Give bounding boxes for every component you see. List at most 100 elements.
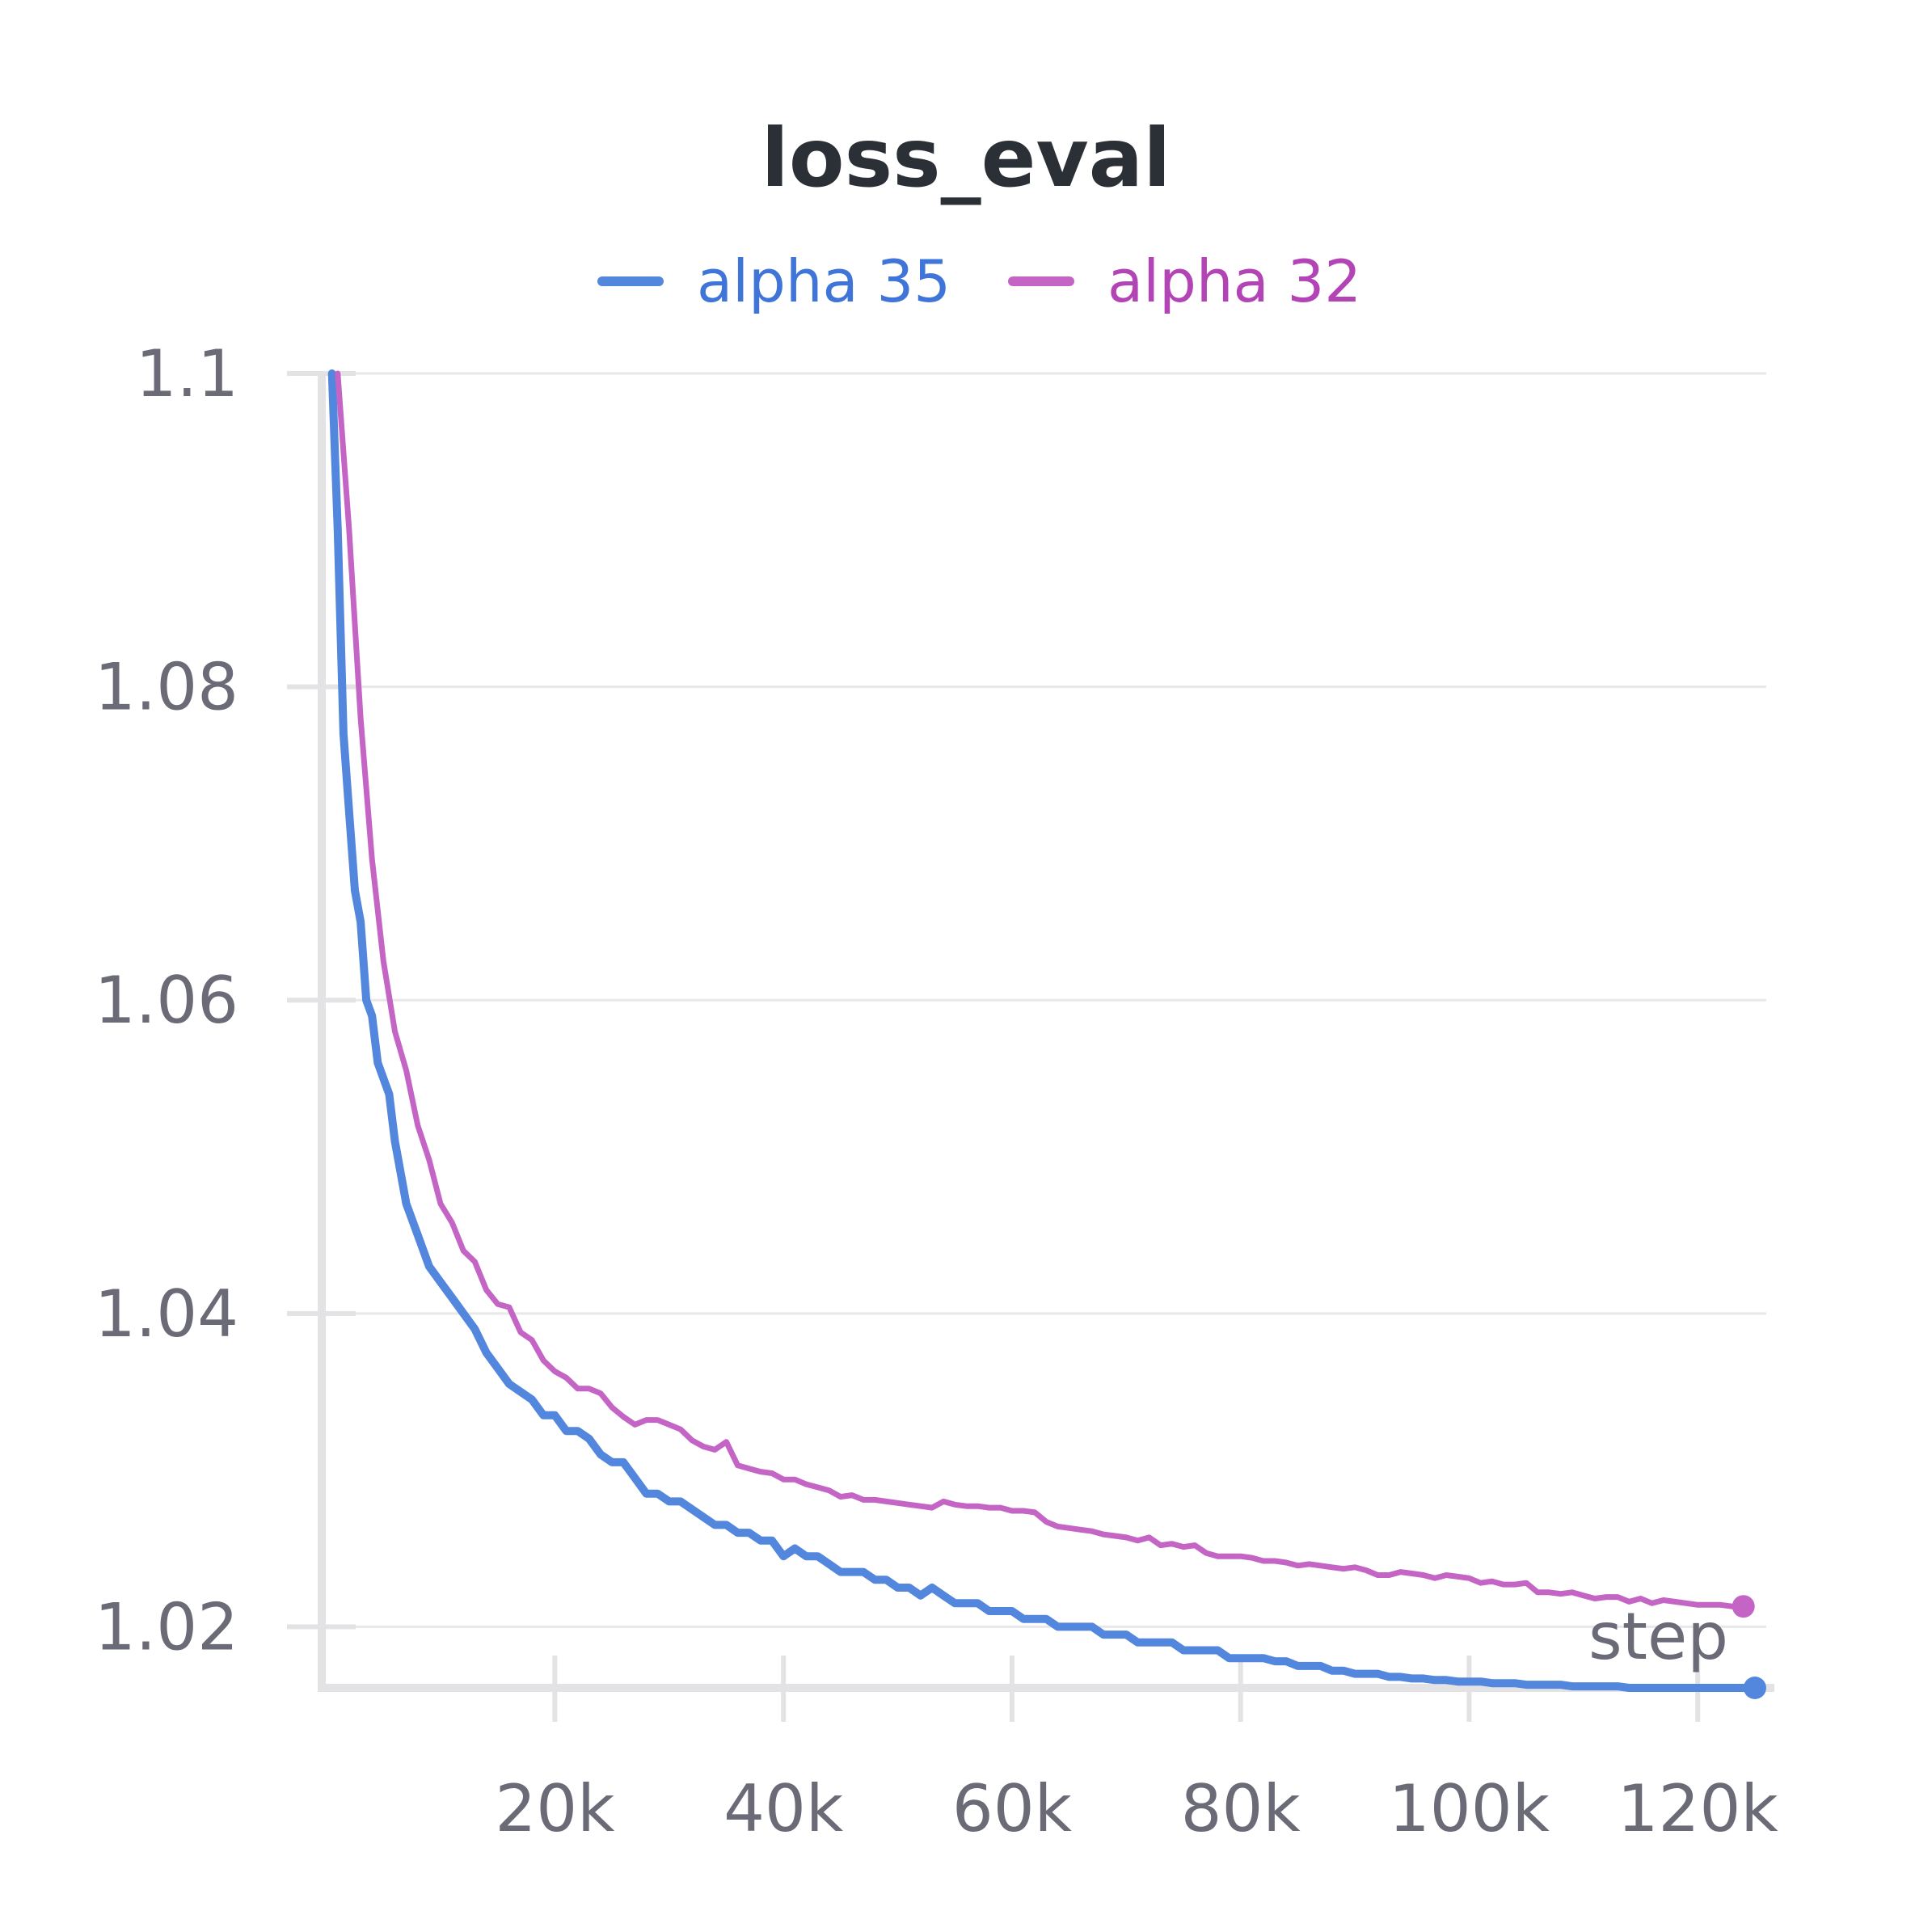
data-point-alpha-35 — [331, 373, 333, 374]
data-point-alpha-35 — [657, 1493, 659, 1495]
data-point-alpha-35 — [497, 1368, 499, 1369]
data-point-alpha-35 — [1685, 1687, 1687, 1689]
data-point-alpha-35 — [1377, 1673, 1378, 1675]
data-point-alpha-32 — [1365, 1570, 1367, 1571]
data-point-alpha-32 — [1125, 1537, 1127, 1538]
data-point-alpha-32 — [1045, 1521, 1047, 1523]
data-point-alpha-32 — [1011, 1510, 1013, 1512]
data-point-alpha-32 — [965, 1505, 967, 1507]
data-point-alpha-32 — [1491, 1580, 1493, 1582]
data-point-alpha-35 — [943, 1595, 944, 1597]
data-point-alpha-35 — [1605, 1685, 1607, 1687]
x-ticks: 20k 40k 60k 80k 100k 120k — [495, 1656, 1778, 1846]
data-point-alpha-32 — [531, 1339, 533, 1341]
data-point-alpha-35 — [1640, 1687, 1641, 1689]
data-point-alpha-32 — [1423, 1575, 1424, 1576]
data-point-alpha-35 — [388, 1094, 390, 1095]
data-point-alpha-32 — [1103, 1533, 1104, 1535]
data-point-alpha-32 — [1560, 1593, 1561, 1595]
data-point-alpha-32 — [1137, 1540, 1138, 1542]
data-point-alpha-35 — [577, 1430, 579, 1432]
data-point-alpha-32 — [1160, 1545, 1162, 1546]
data-point-alpha-35 — [1583, 1685, 1584, 1687]
data-point-alpha-32 — [406, 1069, 407, 1071]
data-point-alpha-32 — [1080, 1529, 1082, 1530]
data-point-alpha-32 — [760, 1471, 761, 1473]
data-point-alpha-32 — [1309, 1563, 1310, 1565]
data-point-alpha-32 — [897, 1502, 898, 1504]
data-point-alpha-35 — [566, 1430, 567, 1432]
data-point-alpha-32 — [371, 858, 373, 860]
data-point-alpha-35 — [1080, 1626, 1082, 1627]
data-point-alpha-35 — [1171, 1642, 1173, 1643]
data-point-alpha-32 — [1389, 1575, 1390, 1576]
data-point-alpha-32 — [1583, 1595, 1584, 1597]
data-point-alpha-32 — [1628, 1601, 1630, 1602]
data-point-alpha-32 — [840, 1496, 842, 1498]
data-point-alpha-32 — [611, 1407, 613, 1408]
data-point-alpha-35 — [508, 1383, 510, 1385]
series-line-alpha-32 — [335, 370, 1747, 1609]
data-point-alpha-35 — [1194, 1650, 1196, 1651]
data-point-alpha-35 — [760, 1540, 761, 1542]
x-axis-label: step — [1588, 1599, 1728, 1674]
data-point-alpha-35 — [371, 1015, 373, 1017]
y-tick-label: 1.06 — [95, 963, 238, 1038]
data-point-alpha-32 — [1343, 1568, 1344, 1570]
end-marker-alpha-35 — [1743, 1677, 1766, 1699]
data-point-alpha-35 — [1137, 1642, 1138, 1643]
data-point-alpha-32 — [1480, 1582, 1482, 1584]
data-point-alpha-35 — [783, 1555, 784, 1557]
data-point-alpha-35 — [486, 1352, 487, 1353]
data-point-alpha-35 — [965, 1602, 967, 1604]
data-point-alpha-32 — [1411, 1573, 1413, 1574]
data-point-alpha-32 — [566, 1377, 567, 1378]
data-point-alpha-32 — [577, 1388, 579, 1390]
data-point-alpha-35 — [1229, 1657, 1230, 1659]
data-point-alpha-35 — [531, 1398, 533, 1400]
data-point-alpha-32 — [783, 1479, 784, 1480]
legend-item-alpha-32[interactable]: alpha 32 — [1008, 247, 1361, 315]
data-point-alpha-35 — [1503, 1682, 1504, 1684]
data-point-alpha-35 — [702, 1516, 704, 1518]
data-point-alpha-35 — [1057, 1626, 1058, 1627]
data-point-alpha-32 — [1194, 1545, 1196, 1546]
data-point-alpha-32 — [1434, 1577, 1436, 1579]
data-point-alpha-32 — [1023, 1510, 1024, 1512]
data-point-alpha-35 — [588, 1438, 590, 1440]
data-point-alpha-35 — [365, 999, 367, 1001]
x-tick-label: 80k — [1181, 1771, 1301, 1846]
data-point-alpha-32 — [1400, 1571, 1402, 1573]
data-point-alpha-32 — [771, 1473, 773, 1474]
gridlines — [287, 372, 1766, 1628]
data-point-alpha-35 — [428, 1266, 430, 1268]
data-point-alpha-32 — [1205, 1552, 1207, 1554]
data-point-alpha-32 — [726, 1441, 727, 1443]
data-point-alpha-35 — [1514, 1682, 1516, 1684]
data-point-alpha-32 — [348, 529, 350, 531]
data-point-alpha-35 — [1708, 1687, 1710, 1689]
data-point-alpha-32 — [417, 1124, 419, 1126]
data-point-alpha-32 — [1229, 1555, 1230, 1557]
data-point-alpha-32 — [1171, 1543, 1173, 1545]
data-point-alpha-35 — [1160, 1642, 1162, 1643]
data-point-alpha-35 — [646, 1493, 647, 1495]
data-point-alpha-32 — [1240, 1555, 1242, 1557]
legend-label-alpha-35: alpha 35 — [697, 247, 951, 315]
data-point-alpha-32 — [1640, 1598, 1641, 1599]
x-tick-label: 60k — [952, 1771, 1073, 1846]
data-point-alpha-32 — [1457, 1576, 1458, 1577]
data-point-alpha-32 — [1114, 1535, 1116, 1537]
data-point-alpha-35 — [1205, 1650, 1207, 1651]
data-point-alpha-35 — [417, 1234, 419, 1236]
data-point-alpha-35 — [840, 1571, 842, 1573]
legend-item-alpha-35[interactable]: alpha 35 — [597, 247, 951, 315]
data-point-alpha-35 — [1411, 1677, 1413, 1679]
x-tick-label: 120k — [1618, 1771, 1779, 1846]
data-point-alpha-35 — [817, 1555, 819, 1557]
data-point-alpha-35 — [1445, 1679, 1447, 1681]
series-lines — [327, 369, 1766, 1699]
data-point-alpha-32 — [497, 1303, 499, 1305]
data-point-alpha-35 — [343, 733, 344, 735]
